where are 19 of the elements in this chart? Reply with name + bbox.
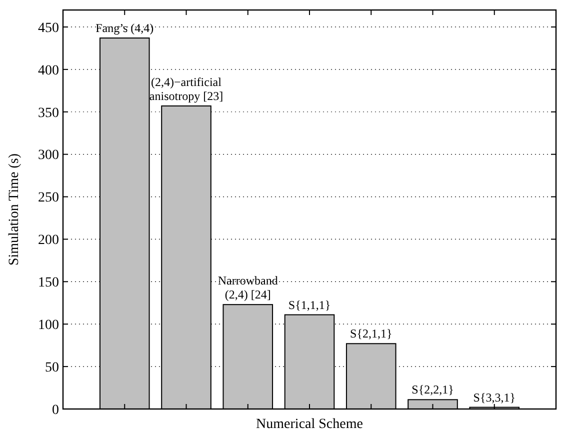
y-tick-label: 50 (45, 360, 59, 376)
y-tick-label: 400 (38, 63, 59, 78)
y-axis-title: Simulation Time (s) (7, 153, 22, 266)
x-tick-label: S{2,1,1} (350, 326, 392, 341)
x-tick-label: S{3,3,1} (473, 390, 516, 404)
x-tick-label: (2,4)−artificial anisotropy [23] (149, 74, 224, 103)
y-tick-label: 150 (38, 276, 59, 291)
x-axis-title: Numerical Scheme (256, 417, 363, 432)
y-tick-label: 0 (52, 402, 59, 418)
y-tick-label: 200 (38, 233, 59, 248)
x-tick-label: Fang’s (4,4) (96, 21, 154, 36)
x-tick-label: S{1,1,1} (288, 298, 331, 312)
y-tick-label: 100 (38, 318, 59, 334)
y-tick-label: 450 (38, 20, 59, 36)
y-tick-label: 350 (38, 106, 59, 121)
x-tick-label: Narrowband (2,4) [24] (218, 274, 278, 302)
x-tick-label: S{2,2,1} (412, 382, 454, 397)
y-tick-label: 300 (38, 148, 59, 164)
y-tick-label: 250 (38, 190, 59, 206)
